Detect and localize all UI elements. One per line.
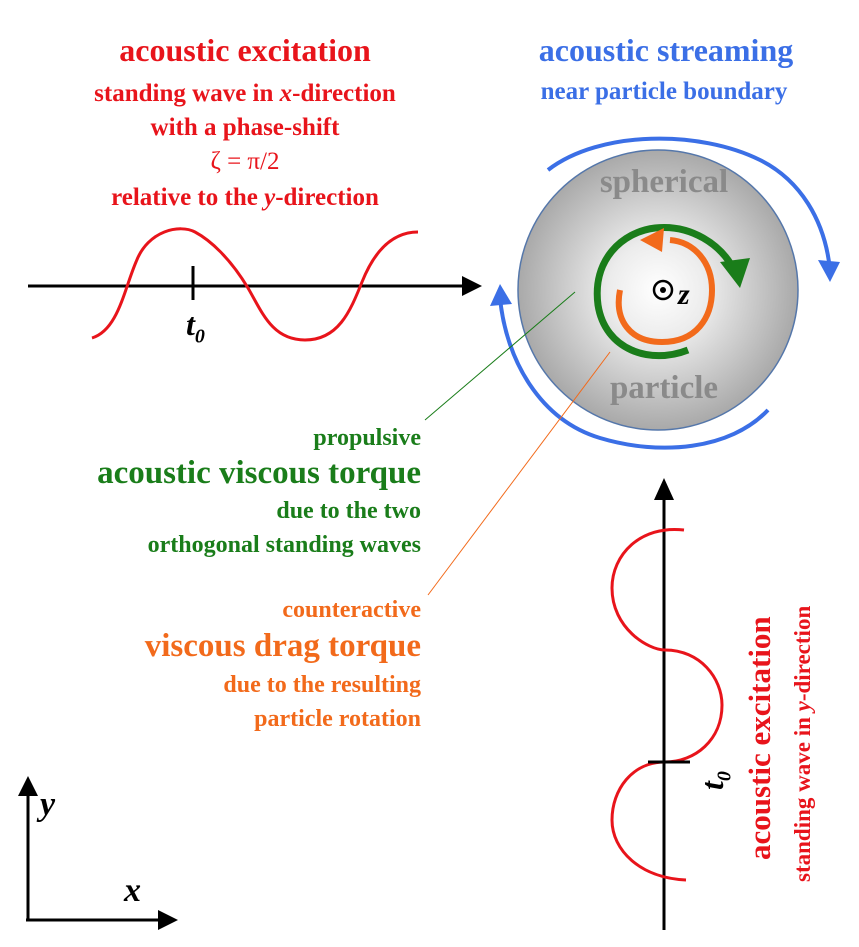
spherical-particle xyxy=(517,149,799,431)
x-wave-arrowhead xyxy=(462,276,482,296)
z-axis-dot xyxy=(660,287,666,293)
streaming-arc-top xyxy=(546,136,832,271)
z-axis-label: z xyxy=(678,278,690,311)
y-t0-label: t0 xyxy=(694,771,736,790)
particle-bottom-label: particle xyxy=(609,370,719,406)
y-standing-wave xyxy=(610,527,724,882)
x-excitation-title: acoustic excitation xyxy=(119,32,371,68)
y-excitation-line1: standing wave in y-direction xyxy=(790,605,815,882)
propulsive-title: acoustic viscous torque xyxy=(97,455,421,491)
propulsive-line1: propulsive xyxy=(313,425,421,451)
drag-torque-arrow xyxy=(615,237,716,346)
streaming-arc-bottom xyxy=(498,297,770,450)
particle-top-label: spherical xyxy=(599,164,729,200)
streaming-subtitle: near particle boundary xyxy=(540,78,788,105)
x-excitation-line4: relative to the y-direction xyxy=(111,184,379,211)
propulsive-arrowhead xyxy=(720,258,750,288)
x-excitation-line2: with a phase-shift xyxy=(150,114,340,141)
streaming-arrowhead-right xyxy=(818,260,840,282)
z-axis-circle xyxy=(652,279,674,301)
coord-x-label: x xyxy=(124,872,141,909)
counteractive-line1: counteractive xyxy=(282,597,421,623)
counteractive-leader-line xyxy=(427,351,611,596)
y-wave-arrowhead xyxy=(654,478,674,500)
propulsive-torque-arrow xyxy=(593,223,739,360)
x-standing-wave xyxy=(91,227,419,342)
counteractive-line2: due to the resulting xyxy=(223,672,421,698)
x-excitation-phase: ζ = π/2 xyxy=(210,148,280,175)
propulsive-block: propulsive acoustic viscous torque due t… xyxy=(97,424,421,562)
propulsive-line3: orthogonal standing waves xyxy=(147,532,421,558)
counteractive-title: viscous drag torque xyxy=(144,628,421,664)
coord-x-arrowhead xyxy=(158,910,178,930)
y-excitation-title: acoustic excitation xyxy=(742,616,777,860)
drag-arrowhead xyxy=(640,228,664,252)
streaming-title: acoustic streaming xyxy=(538,32,794,68)
counteractive-line3: particle rotation xyxy=(254,706,421,732)
coord-y-arrowhead xyxy=(18,776,38,796)
coord-y-label: y xyxy=(40,786,56,823)
streaming-arrowhead-left xyxy=(490,284,512,306)
propulsive-line2: due to the two xyxy=(276,498,421,524)
counteractive-block: counteractive viscous drag torque due to… xyxy=(145,596,421,736)
x-t0-label: t0 xyxy=(186,306,205,348)
propulsive-leader-line xyxy=(424,291,576,421)
x-excitation-line1: standing wave in x-direction xyxy=(94,80,396,107)
